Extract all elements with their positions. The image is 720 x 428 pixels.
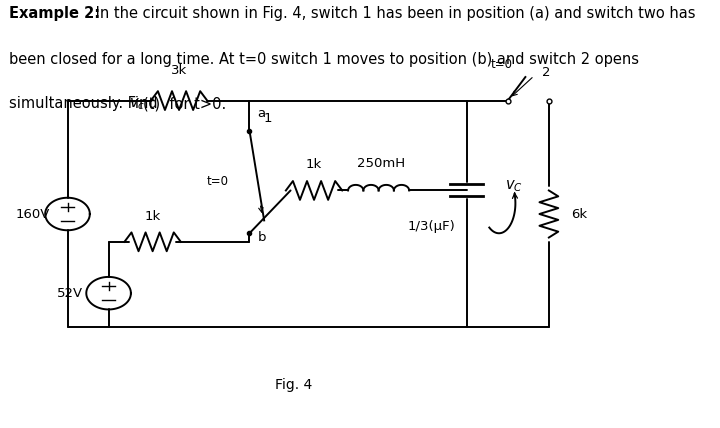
Text: b: b (258, 231, 266, 244)
Text: 6k: 6k (571, 208, 588, 220)
Text: t=0: t=0 (491, 58, 513, 71)
Text: Example 2:: Example 2: (9, 6, 100, 21)
Text: 1: 1 (264, 113, 272, 125)
Text: 160V: 160V (15, 208, 50, 220)
Text: $v_c$: $v_c$ (129, 96, 145, 112)
Text: t=0: t=0 (206, 175, 228, 188)
Text: In the circuit shown in Fig. 4, switch 1 has been in position (a) and switch two: In the circuit shown in Fig. 4, switch 1… (91, 6, 696, 21)
Text: 1k: 1k (306, 158, 322, 171)
Text: 2: 2 (541, 66, 550, 79)
Text: $v_C$: $v_C$ (505, 178, 523, 194)
Text: simultaneously. Find: simultaneously. Find (9, 96, 162, 111)
Text: 3k: 3k (171, 64, 187, 77)
Text: 1k: 1k (145, 210, 161, 223)
Text: 250mH: 250mH (358, 157, 405, 170)
Text: 1/3(μF): 1/3(μF) (408, 220, 455, 233)
Text: Fig. 4: Fig. 4 (275, 378, 312, 392)
Text: (t)  for t>0.: (t) for t>0. (143, 96, 226, 111)
Text: been closed for a long time. At t=0 switch 1 moves to position (b) and switch 2 : been closed for a long time. At t=0 swit… (9, 52, 639, 67)
Text: 52V: 52V (58, 287, 84, 300)
Text: a: a (258, 107, 266, 120)
